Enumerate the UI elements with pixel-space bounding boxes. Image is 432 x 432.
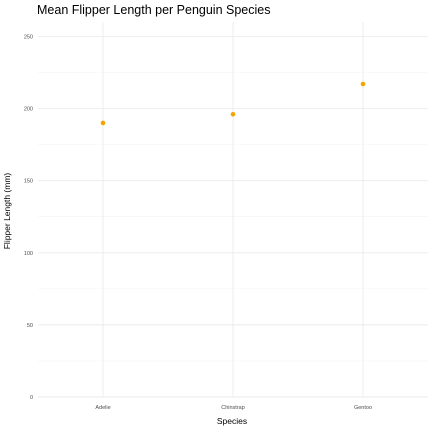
x-tick-label: Chinstrap bbox=[221, 405, 245, 411]
grid bbox=[38, 22, 428, 397]
x-tick-label: Adelie bbox=[95, 405, 110, 411]
x-tick-label: Gentoo bbox=[354, 405, 372, 411]
data-point bbox=[361, 82, 366, 87]
x-tick-labels: Adelie Chinstrap Gentoo bbox=[95, 405, 372, 411]
y-tick-label: 0 bbox=[30, 395, 33, 401]
y-tick-label: 200 bbox=[24, 107, 33, 113]
y-tick-label: 250 bbox=[24, 34, 33, 40]
data-point bbox=[101, 121, 106, 126]
data-point bbox=[231, 112, 236, 117]
chart-title: Mean Flipper Length per Penguin Species bbox=[37, 3, 270, 17]
x-axis-title: Species bbox=[217, 416, 247, 426]
y-axis-title: Flipper Length (mm) bbox=[2, 173, 12, 250]
y-tick-labels: 0 50 100 150 200 250 bbox=[24, 34, 33, 401]
y-tick-label: 50 bbox=[27, 323, 33, 329]
y-tick-label: 100 bbox=[24, 251, 33, 257]
y-tick-label: 150 bbox=[24, 179, 33, 185]
